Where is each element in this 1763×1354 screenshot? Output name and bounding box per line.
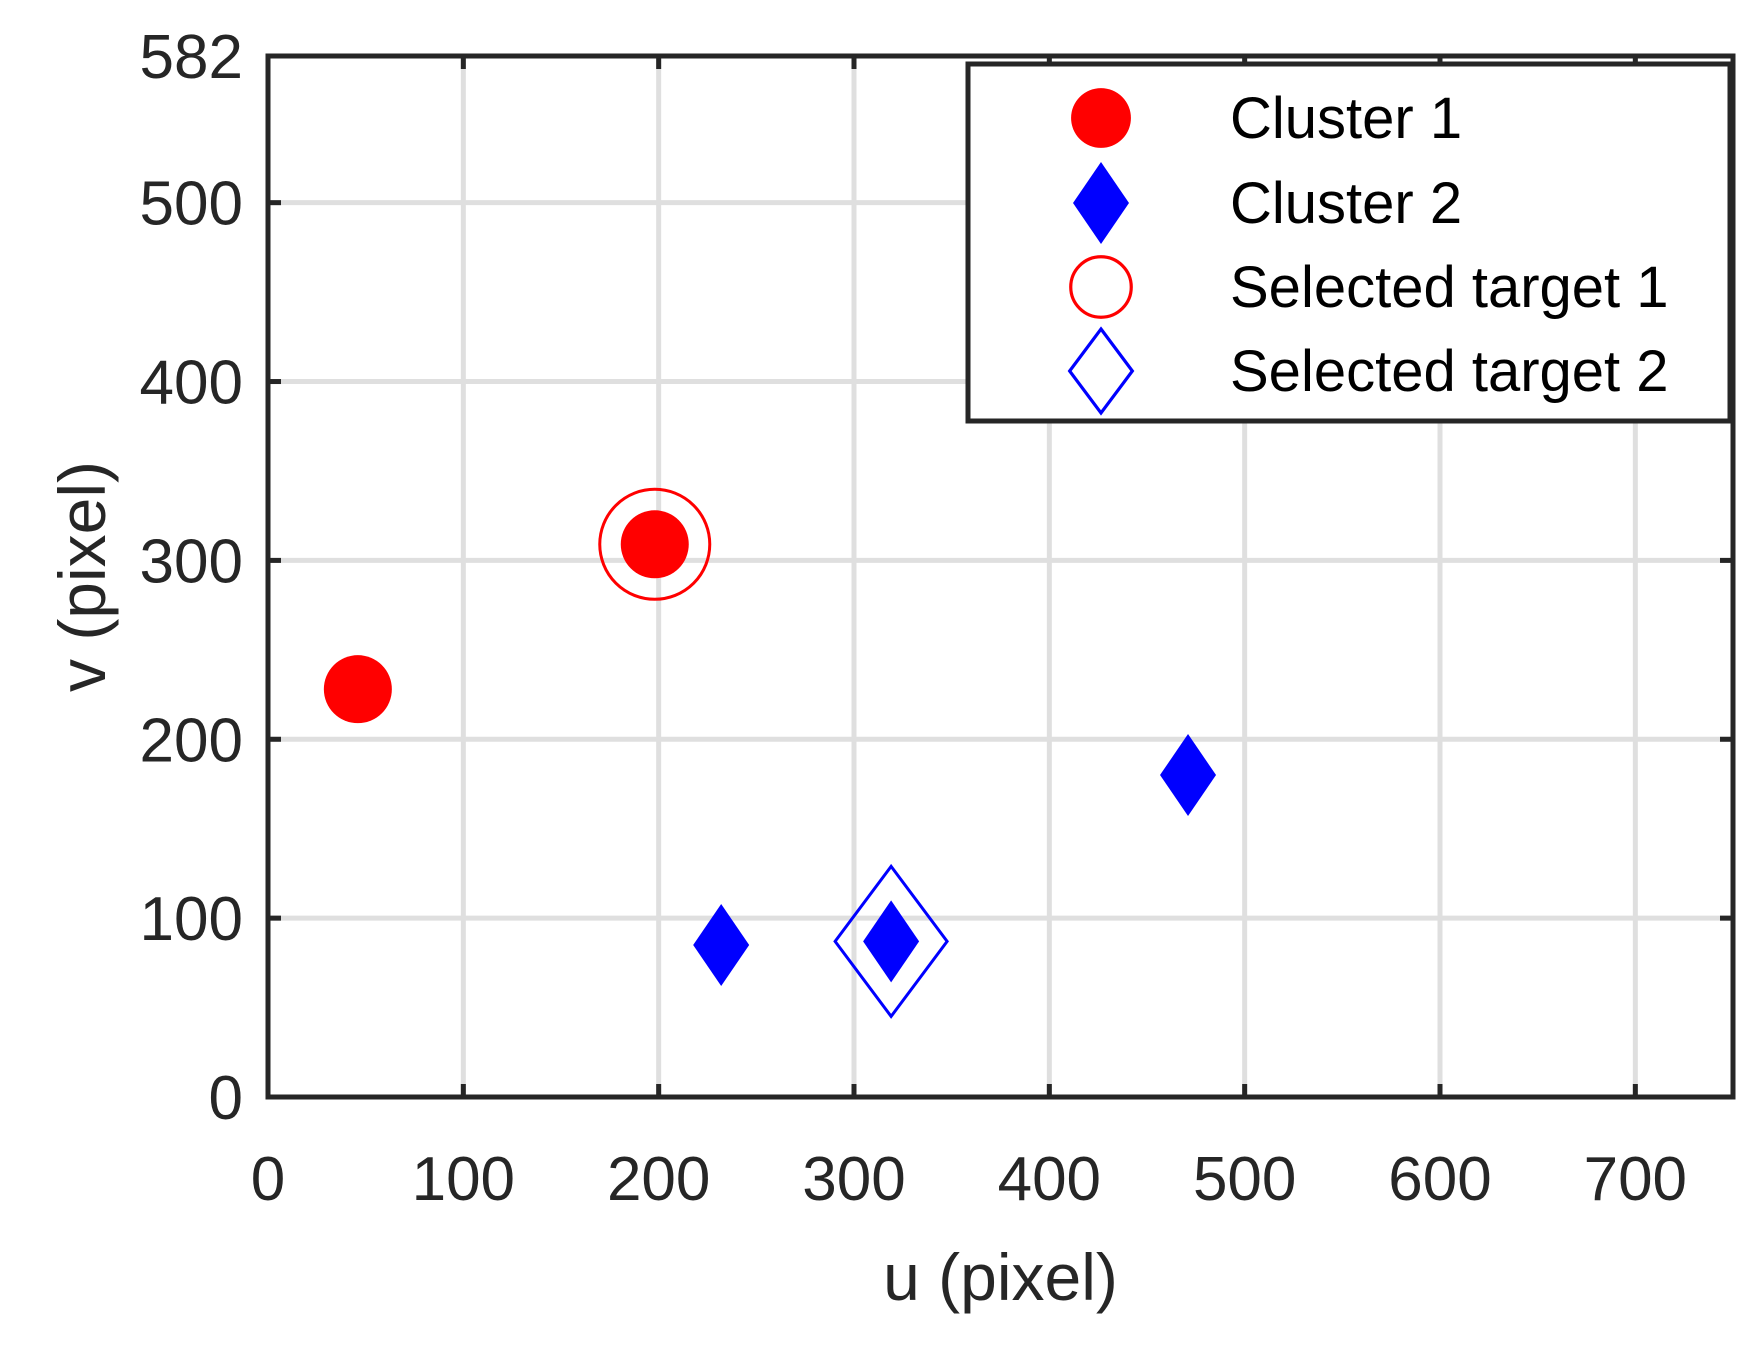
x-axis-label: u (pixel) <box>883 1240 1118 1314</box>
y-tick-labels: 0 100 200 300 400 500 582 <box>140 23 243 1133</box>
cluster-2-point <box>863 900 920 983</box>
legend-marker-selected-target-2 <box>1067 326 1135 416</box>
legend-label-selected-target-1: Selected target 1 <box>1230 255 1669 320</box>
y-tick-label: 582 <box>140 23 243 92</box>
y-tick-label: 300 <box>140 527 243 596</box>
y-tick-label: 200 <box>140 706 243 775</box>
legend-marker-cluster-2 <box>1073 162 1129 244</box>
x-tick-label: 700 <box>1584 1145 1687 1214</box>
selected-target-2-point <box>833 863 949 1019</box>
x-tick-label: 600 <box>1388 1145 1491 1214</box>
x-tick-label: 400 <box>998 1145 1101 1214</box>
legend: Cluster 1 Cluster 2 Selected target 1 Selec… <box>965 61 1733 424</box>
legend-symbol-cluster-1 <box>1071 88 1131 148</box>
y-tick-label: 500 <box>140 170 243 239</box>
data-markers <box>323 487 1217 1019</box>
cluster-2-point <box>1160 734 1217 817</box>
legend-label-cluster-1: Cluster 1 <box>1230 86 1462 151</box>
cluster-1-point <box>323 655 392 724</box>
legend-marker-selected-target-1 <box>1069 255 1133 319</box>
y-axis-label: v (pixel) <box>45 461 119 692</box>
y-tick-label: 400 <box>140 349 243 418</box>
cluster-1-point <box>620 510 689 579</box>
legend-symbol-cluster-2 <box>1073 162 1129 244</box>
x-tick-label: 100 <box>412 1145 515 1214</box>
selected-target-1-point <box>598 487 712 601</box>
legend-label-cluster-2: Cluster 2 <box>1230 171 1462 236</box>
legend-symbol-selected-target-2 <box>1067 326 1135 416</box>
x-tick-label: 200 <box>607 1145 710 1214</box>
y-tick-label: 0 <box>209 1064 243 1133</box>
x-tick-label: 500 <box>1193 1145 1296 1214</box>
x-tick-label: 300 <box>802 1145 905 1214</box>
legend-marker-cluster-1 <box>1071 88 1131 148</box>
x-tick-label: 0 <box>251 1145 285 1214</box>
legend-entries: Cluster 1 Cluster 2 Selected target 1 Selec… <box>1067 86 1669 416</box>
x-tick-labels: 0 100 200 300 400 500 600 700 <box>251 1145 1687 1214</box>
plot-frame <box>265 53 1736 1100</box>
legend-label-selected-target-2: Selected target 2 <box>1230 339 1669 404</box>
cluster-2-point <box>693 903 750 986</box>
y-tick-label: 100 <box>140 885 243 954</box>
legend-symbol-selected-target-1 <box>1069 255 1133 319</box>
